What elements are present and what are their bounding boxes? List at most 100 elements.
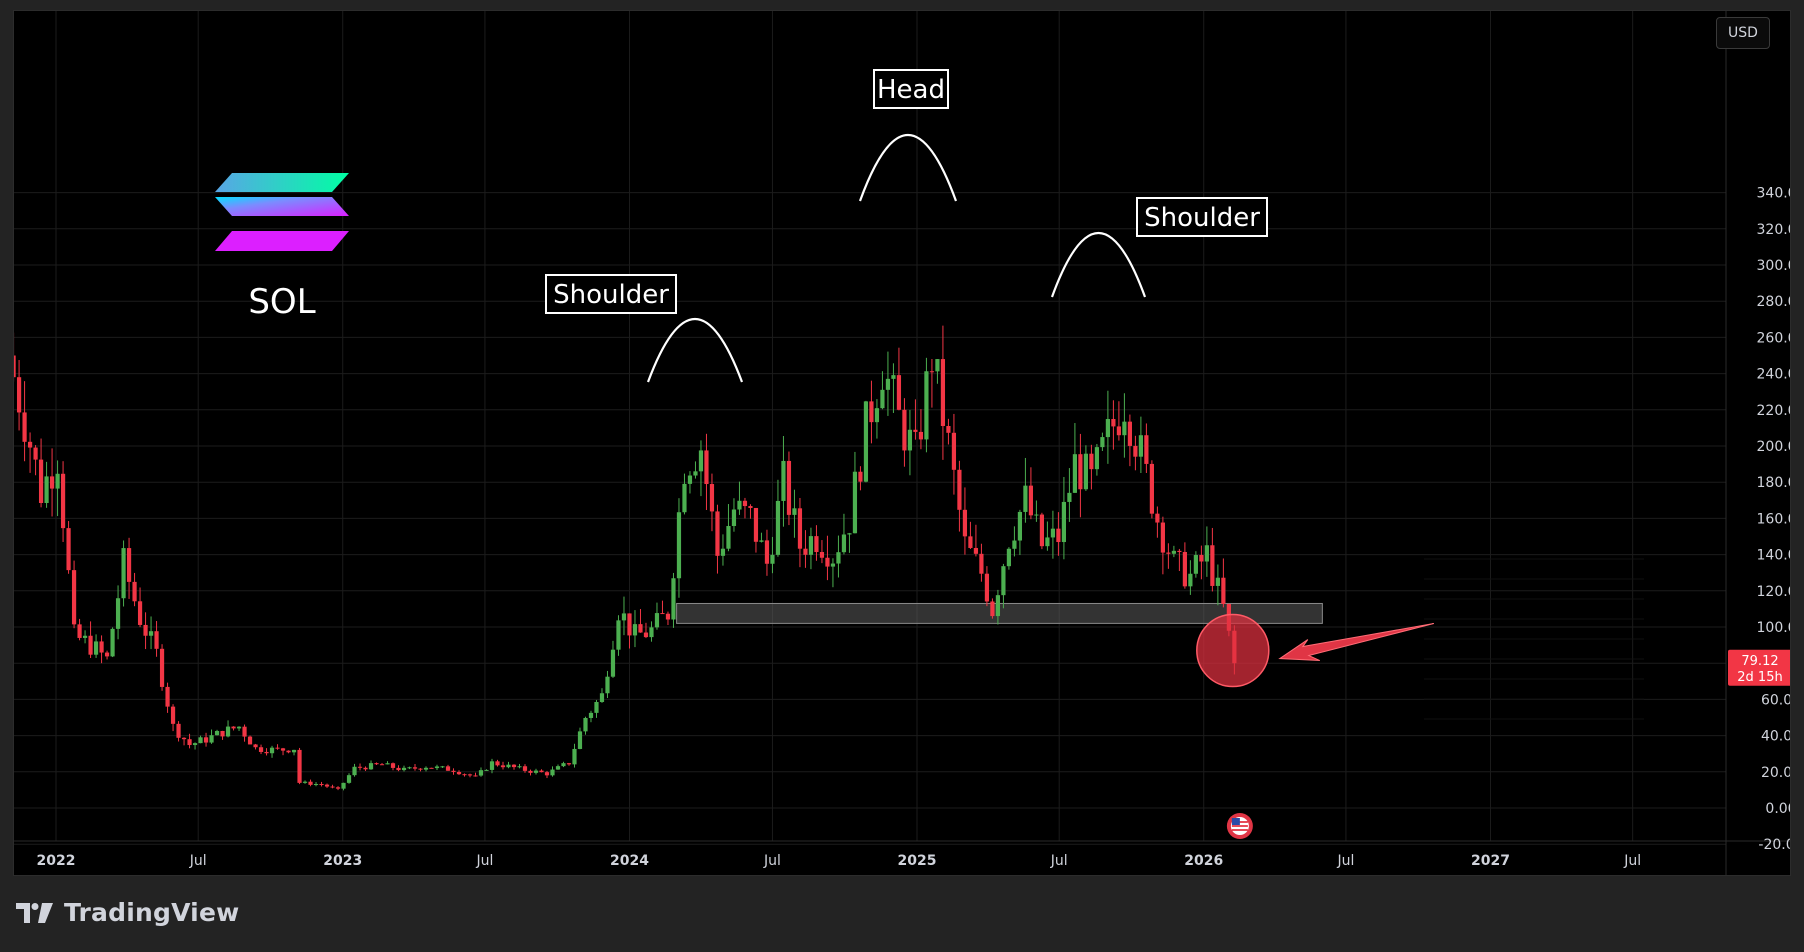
candle-body xyxy=(330,786,335,788)
right-shoulder-arc xyxy=(1050,232,1147,298)
candle-body xyxy=(467,774,473,776)
candle-body xyxy=(836,552,841,564)
candle-body xyxy=(22,412,27,442)
price-axis[interactable]: 340.00 320.00 300.00 280.00 260.00 240.00 220.… xyxy=(1728,186,1791,854)
price-tick-label: 280.00 xyxy=(1757,294,1792,310)
candle-body xyxy=(137,601,143,625)
candle-body xyxy=(1204,545,1209,562)
candle-body xyxy=(720,548,726,556)
candle-body xyxy=(1083,453,1089,490)
candle-body xyxy=(830,563,836,567)
candle-body xyxy=(27,441,33,448)
candle-body xyxy=(242,726,247,737)
price-chart[interactable]: Shoulder Head Shoulder SOL 340.00 320.00 300… xyxy=(14,11,1791,876)
candle-body xyxy=(1061,501,1067,543)
time-tick-label: Jul xyxy=(763,853,781,869)
candle-body xyxy=(203,737,209,743)
candle-body xyxy=(1138,435,1143,457)
candle-body xyxy=(907,429,913,451)
candle-body xyxy=(693,471,698,476)
candle-body xyxy=(511,764,517,768)
candle-body xyxy=(445,766,451,771)
price-tick-label: 320.00 xyxy=(1757,222,1792,238)
candle-body xyxy=(1094,447,1099,470)
candle-body xyxy=(231,726,236,729)
candle-body xyxy=(918,431,924,440)
candle-body xyxy=(319,784,324,786)
candle-body xyxy=(110,628,115,657)
candle-body xyxy=(621,613,627,621)
candle-body xyxy=(1023,485,1028,512)
candle-body xyxy=(115,598,121,629)
candle-body xyxy=(1166,552,1171,554)
time-axis[interactable]: 2022 Jul 2023 Jul 2024 Jul 2025 Jul 2026 Jul 2027 J… xyxy=(37,813,1642,869)
grid-lines xyxy=(14,11,1790,875)
candle-body xyxy=(863,401,869,482)
candle-body xyxy=(1105,419,1110,438)
candle-body xyxy=(731,509,737,527)
candle-body xyxy=(374,763,379,765)
candle-body xyxy=(220,730,225,737)
candle-body xyxy=(1160,522,1165,553)
last-price-tag xyxy=(1728,649,1790,686)
sol-bar-middle xyxy=(215,197,349,216)
candle-body xyxy=(1127,421,1132,446)
sol-bar-top xyxy=(215,173,349,192)
candle-body xyxy=(770,554,775,564)
candle-body xyxy=(561,763,566,767)
candle-body xyxy=(60,473,66,529)
candle-body xyxy=(1034,514,1039,516)
candle-body xyxy=(891,375,896,379)
candle-body xyxy=(88,635,93,655)
price-tick-label: 340.00 xyxy=(1757,186,1792,202)
price-tick-label: 220.00 xyxy=(1757,403,1792,419)
currency-button[interactable]: USD xyxy=(1716,17,1770,49)
candle-body xyxy=(841,534,847,553)
candle-body xyxy=(159,648,165,687)
candle-body xyxy=(638,624,643,633)
price-tick-label: -20.00 xyxy=(1758,837,1791,853)
brand-name: TradingView xyxy=(64,898,240,927)
candle-body xyxy=(1072,454,1078,493)
candle-body xyxy=(456,771,462,775)
candle-body xyxy=(550,769,555,776)
time-tick-label: 2022 xyxy=(37,853,76,869)
price-tick-label: 20.00 xyxy=(1761,765,1791,781)
candle-body xyxy=(819,552,825,558)
price-tick-label: 200.00 xyxy=(1757,439,1792,455)
candle-body xyxy=(451,770,456,772)
candle-body xyxy=(682,483,687,513)
candle-body xyxy=(874,408,880,423)
candle-body xyxy=(698,450,704,472)
candle-body xyxy=(247,736,253,745)
candle-body xyxy=(1028,485,1034,516)
candle-body xyxy=(825,557,830,567)
candle-body xyxy=(885,378,891,390)
candle-body xyxy=(1182,551,1187,587)
candle-body xyxy=(495,761,500,766)
chart-panel[interactable]: Shoulder Head Shoulder SOL 340.00 320.00 300… xyxy=(13,10,1791,876)
candle-body xyxy=(55,473,60,489)
candle-body xyxy=(1001,566,1006,596)
candle-body xyxy=(258,747,264,752)
candle-body xyxy=(38,459,44,503)
annotation-layer: Shoulder Head Shoulder xyxy=(545,69,1268,383)
candle-body xyxy=(500,765,506,768)
candle-body xyxy=(407,767,412,769)
candle-body xyxy=(935,359,940,372)
candle-body xyxy=(1039,514,1045,547)
time-tick-label: 2027 xyxy=(1471,853,1510,869)
candle-body xyxy=(297,749,302,783)
candle-body xyxy=(803,548,808,555)
candle-body xyxy=(627,613,632,636)
head-label-box xyxy=(873,69,949,109)
candle-body xyxy=(313,784,319,786)
candle-body xyxy=(671,578,676,620)
candle-body xyxy=(572,748,577,765)
candle-body xyxy=(764,540,770,564)
time-tick-label: 2026 xyxy=(1184,853,1223,869)
tradingview-brand[interactable]: TradingView xyxy=(16,898,239,927)
right-shoulder-label-box xyxy=(1136,197,1268,237)
candle-body xyxy=(192,743,198,746)
candles-layer xyxy=(14,325,1237,791)
